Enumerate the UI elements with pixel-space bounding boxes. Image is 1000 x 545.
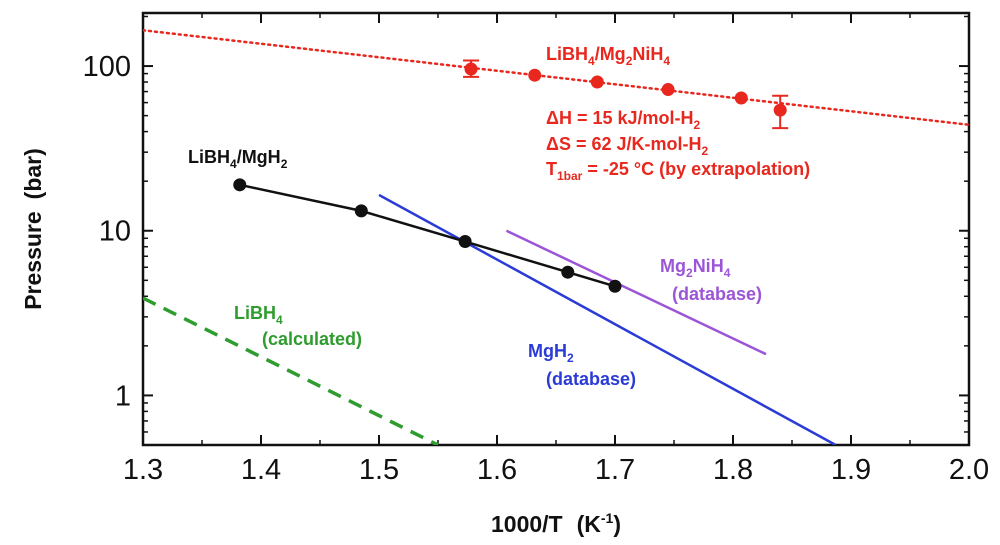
y-tick-label: 10: [99, 216, 131, 248]
label-libh4-mgh2: LiBH4/MgH2: [188, 147, 288, 171]
x-tick-label: 1.8: [713, 454, 753, 486]
y-axis-title: Pressure(bar): [20, 148, 46, 310]
libh4-mg2nih4-series: [143, 28, 969, 130]
x-tick-label: 1.4: [241, 454, 281, 486]
label-delta-h: ΔH = 15 kJ/mol-H2: [546, 108, 701, 132]
data-point: [561, 265, 575, 279]
x-tick-label: 2.0: [949, 454, 989, 486]
data-point: [458, 235, 472, 249]
label-mgh2-database: MgH2: [528, 341, 574, 365]
y-tick-label: 100: [83, 51, 131, 83]
series-line: [143, 296, 439, 445]
data-point: [590, 75, 604, 89]
x-axis-title: 1000/T (K-1): [491, 510, 621, 537]
data-point: [354, 204, 368, 218]
label-libh4-mg2nih4: LiBH4/Mg2NiH4: [546, 44, 670, 68]
data-point: [773, 103, 787, 117]
y-tick-label: 1: [115, 380, 131, 412]
x-tick-label: 1.5: [359, 454, 399, 486]
series-line: [239, 183, 616, 288]
label-delta-s: ΔS = 62 J/K-mol-H2: [546, 134, 708, 158]
x-tick-label: 1.9: [831, 454, 871, 486]
axis-ticks: [142, 13, 970, 445]
fit-line: [143, 28, 969, 127]
x-tick-label: 1.3: [123, 454, 163, 486]
data-point: [464, 62, 478, 76]
mgh2-database-series: [378, 193, 837, 445]
x-tick-label: 1.6: [477, 454, 517, 486]
series-line: [378, 193, 837, 445]
data-point: [734, 91, 748, 105]
label-libh4-calculated: LiBH4: [234, 303, 283, 327]
label-libh4-calculated-line2: (calculated): [262, 329, 362, 349]
label-mg2nih4-database-line2: (database): [672, 284, 762, 304]
y-tick-labels: 1 10 100: [83, 51, 131, 412]
libh4-mgh2-series: [233, 178, 622, 293]
label-t1bar: T1bar = -25 °C (by extrapolation): [546, 159, 810, 183]
series-line: [505, 229, 767, 356]
label-mg2nih4-database: Mg2NiH4: [660, 256, 731, 280]
x-tick-label: 1.7: [595, 454, 635, 486]
libh4-calculated-series: [143, 296, 439, 445]
data-point: [661, 83, 675, 97]
data-point: [528, 68, 542, 82]
label-mgh2-database-line2: (database): [546, 369, 636, 389]
data-point: [608, 279, 622, 293]
mg2nih4-database-series: [505, 229, 767, 356]
data-point: [233, 178, 247, 192]
x-tick-labels: 1.3 1.4 1.5 1.6 1.7 1.8 1.9 2.0: [123, 454, 989, 486]
